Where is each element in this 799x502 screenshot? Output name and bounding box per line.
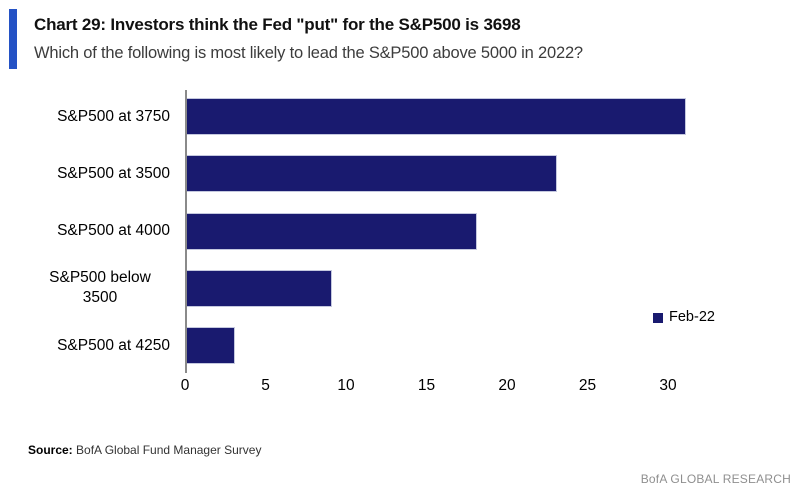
branding-text: BofA GLOBAL RESEARCH (640, 472, 791, 486)
x-tick-label: 20 (498, 377, 516, 394)
legend: Feb-22 (653, 309, 715, 325)
legend-swatch-feb22 (653, 312, 663, 323)
category-label: S&P500 below 3500 (49, 269, 151, 307)
x-tick-label: 0 (180, 377, 190, 394)
x-tick-label: 30 (659, 377, 677, 394)
title-accent-bar (9, 9, 17, 69)
bar-s-p500-at-3750 (187, 98, 687, 135)
x-tick-label: 5 (261, 377, 270, 394)
x-tick-label: 15 (417, 377, 436, 394)
x-tick-label: 10 (337, 377, 355, 394)
x-tick-label: 25 (578, 377, 597, 394)
source-line: Source: BofA Global Fund Manager Survey (28, 443, 261, 457)
category-label: S&P500 at 3750 (57, 107, 170, 125)
legend-label: Feb-22 (669, 309, 715, 325)
chart-subtitle: Which of the following is most likely to… (34, 44, 583, 62)
bar-s-p500-at-4000 (187, 212, 477, 250)
bar-s-p500-below-3500 (187, 269, 332, 307)
category-label: S&P500 at 4250 (57, 336, 170, 354)
chart-title: Chart 29: Investors think the Fed "put" … (34, 15, 521, 34)
source-label: Source: (28, 443, 73, 457)
source-text: BofA Global Fund Manager Survey (72, 443, 262, 457)
plot-area (185, 90, 757, 373)
bar-s-p500-at-4250 (187, 327, 236, 365)
bar-s-p500-at-3500 (187, 155, 558, 193)
category-label: S&P500 at 4000 (57, 222, 170, 240)
category-label: S&P500 at 3500 (57, 164, 170, 182)
